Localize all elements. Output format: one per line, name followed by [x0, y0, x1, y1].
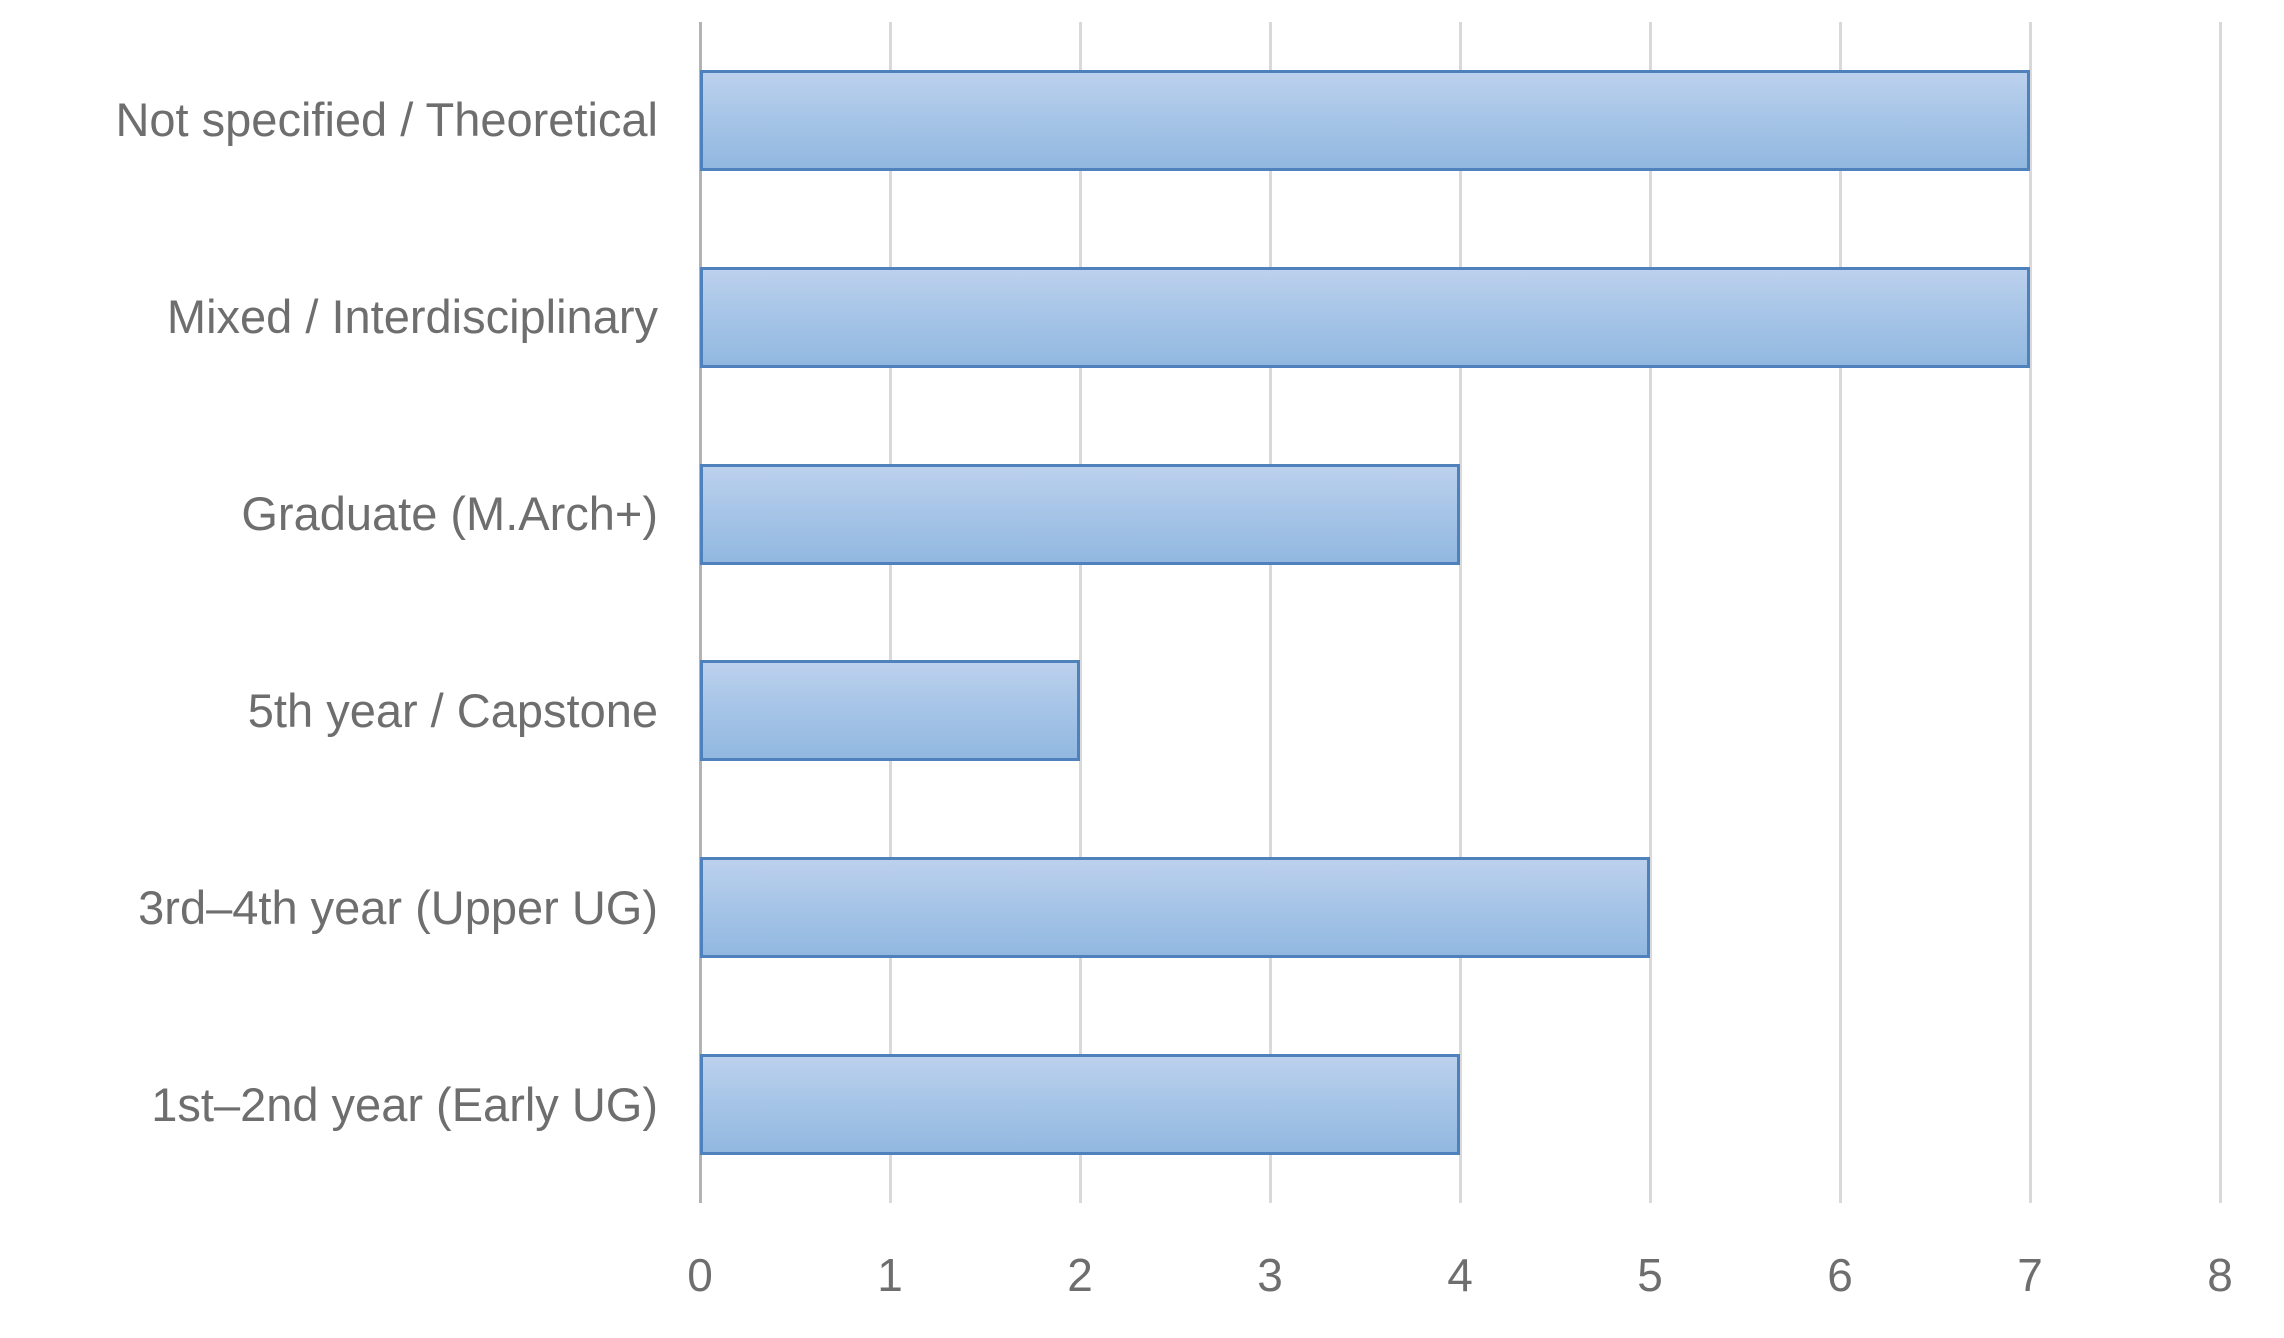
- x-tick-label-3: 3: [1257, 1249, 1283, 1301]
- gridline-x-2: [1079, 22, 1082, 1203]
- gridline-x-7: [2029, 22, 2032, 1203]
- category-label-6: 1st–2nd year (Early UG): [151, 1078, 658, 1131]
- bar-3: [700, 464, 1460, 565]
- gridline-x-5: [1649, 22, 1652, 1203]
- category-label-3: Graduate (M.Arch+): [241, 487, 658, 540]
- bar-6: [700, 1054, 1460, 1155]
- gridline-x-1: [889, 22, 892, 1203]
- bar-4: [700, 660, 1080, 761]
- value-axis-line: [699, 22, 702, 1203]
- x-tick-label-8: 8: [2207, 1249, 2233, 1301]
- bar-1: [700, 70, 2030, 171]
- gridline-x-4: [1459, 22, 1462, 1203]
- x-tick-label-4: 4: [1447, 1249, 1473, 1301]
- x-tick-label-1: 1: [877, 1249, 903, 1301]
- category-label-5: 3rd–4th year (Upper UG): [138, 881, 658, 934]
- x-tick-label-5: 5: [1637, 1249, 1663, 1301]
- x-tick-label-7: 7: [2017, 1249, 2043, 1301]
- category-label-4: 5th year / Capstone: [247, 684, 658, 737]
- gridline-x-3: [1269, 22, 1272, 1203]
- category-label-2: Mixed / Interdisciplinary: [166, 290, 658, 343]
- bar-2: [700, 267, 2030, 368]
- gridline-x-8: [2219, 22, 2222, 1203]
- category-label-1: Not specified / Theoretical: [115, 93, 658, 146]
- x-tick-label-0: 0: [687, 1249, 713, 1301]
- x-tick-label-6: 6: [1827, 1249, 1853, 1301]
- bar-5: [700, 857, 1650, 958]
- x-tick-label-2: 2: [1067, 1249, 1093, 1301]
- gridline-x-6: [1839, 22, 1842, 1203]
